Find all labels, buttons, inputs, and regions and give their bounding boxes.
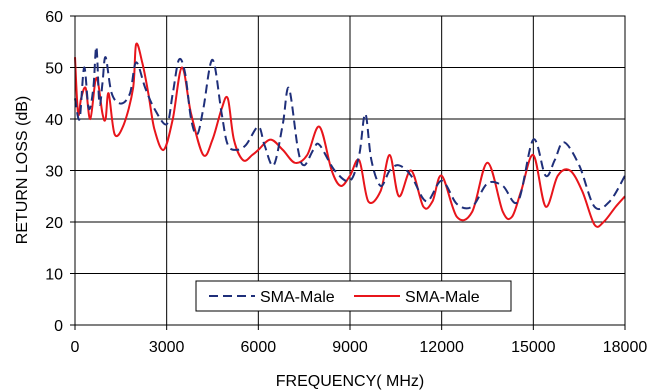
legend-label-series-2: SMA-Male — [405, 289, 480, 306]
y-tick-label: 40 — [45, 112, 63, 129]
x-tick-label: 0 — [71, 339, 80, 356]
x-tick-label: 3000 — [149, 339, 185, 356]
legend-label-series-1: SMA-Male — [260, 289, 335, 306]
y-tick-label: 30 — [45, 164, 63, 181]
y-tick-label: 60 — [45, 9, 63, 26]
x-tick-label: 6000 — [241, 339, 277, 356]
legend: SMA-Male SMA-Male — [195, 280, 512, 312]
grid — [75, 16, 625, 325]
y-tick-label: 0 — [54, 318, 63, 335]
y-tick-label: 20 — [45, 215, 63, 232]
y-axis-title: RETURN LOSS (dB) — [14, 96, 31, 244]
x-tick-label: 9000 — [332, 339, 368, 356]
legend-box — [195, 280, 512, 312]
axis-ticks: 0 3000 6000 9000 12000 15000 18000 0 10 20 30 40 50 6… — [45, 9, 647, 356]
y-tick-label: 50 — [45, 61, 63, 78]
series-line-2 — [74, 42, 626, 228]
series-lines — [74, 42, 626, 228]
x-tick-label: 12000 — [419, 339, 464, 356]
x-axis-title: FREQUENCY( MHz) — [276, 373, 424, 390]
x-tick-label: 18000 — [603, 339, 648, 356]
y-tick-label: 10 — [45, 267, 63, 284]
x-tick-label: 15000 — [511, 339, 556, 356]
series-line-1 — [74, 45, 626, 211]
